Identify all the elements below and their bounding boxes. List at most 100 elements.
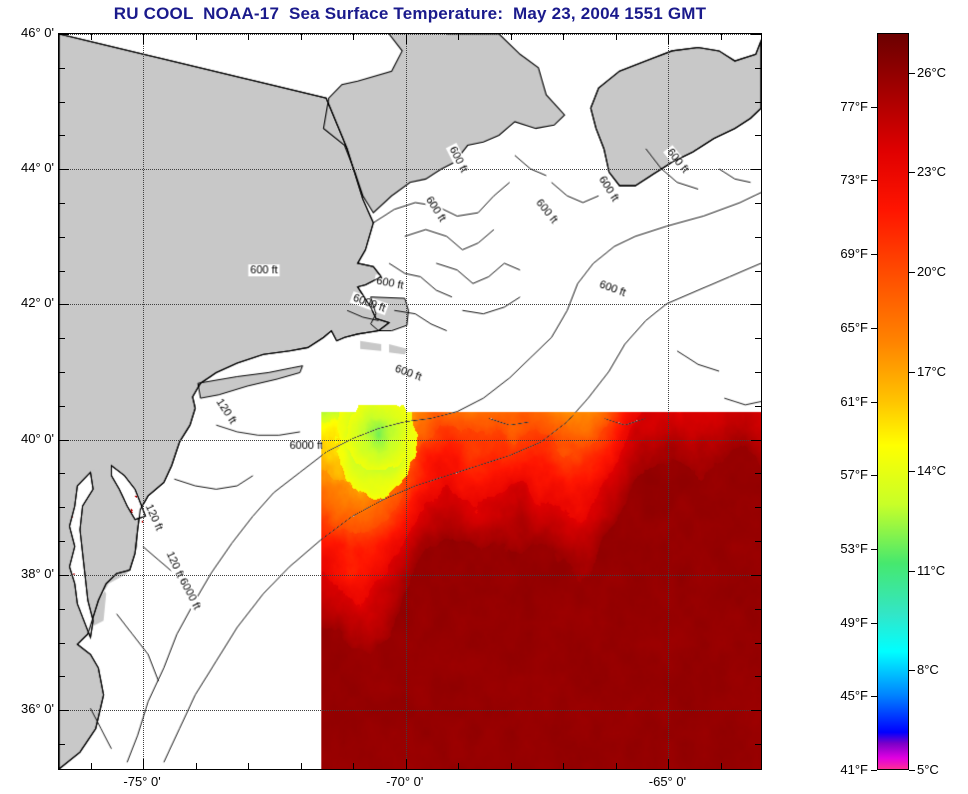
colorbar-label-celsius: 11°C xyxy=(917,562,946,578)
axis-tick-latitude xyxy=(59,338,65,340)
axis-tick-latitude xyxy=(59,34,69,35)
axis-tick-longitude xyxy=(300,763,302,769)
colorbar-tick-fahrenheit xyxy=(871,106,877,108)
colorbar-tick-celsius xyxy=(909,72,915,74)
axis-tick-latitude xyxy=(59,676,65,678)
axis-tick-latitude xyxy=(755,67,761,69)
colorbar-label-fahrenheit: 73°F xyxy=(840,172,868,188)
axis-tick-latitude xyxy=(751,34,761,35)
axis-tick-latitude xyxy=(59,203,65,205)
map-plot-area[interactable] xyxy=(58,33,762,770)
axis-tick-latitude xyxy=(59,743,65,745)
page-title: RU COOL NOAA-17 Sea Surface Temperature:… xyxy=(113,4,707,23)
axis-tick-longitude xyxy=(668,759,670,769)
longitude-axis-labels: -75° 0' -70° 0' -65° 0' xyxy=(58,772,762,794)
sea-surface-temperature-map[interactable] xyxy=(59,34,761,769)
colorbar-tick-celsius xyxy=(909,670,915,672)
colorbar-label-celsius: 8°C xyxy=(917,662,939,678)
colorbar-tick-celsius xyxy=(909,371,915,373)
axis-tick-latitude xyxy=(755,608,761,610)
axis-tick-longitude xyxy=(720,763,722,769)
axis-tick-latitude xyxy=(59,541,65,543)
colorbar-label-fahrenheit: 49°F xyxy=(840,614,868,630)
axis-tick-latitude xyxy=(755,338,761,340)
colorbar-tick-celsius xyxy=(909,172,915,174)
axis-tick-latitude xyxy=(59,270,65,272)
latitude-tick-label: 46° 0' xyxy=(21,25,54,40)
axis-tick-longitude xyxy=(248,34,250,40)
axis-tick-longitude xyxy=(458,34,460,40)
colorbar-tick-fahrenheit xyxy=(871,401,877,403)
colorbar-label-fahrenheit: 77°F xyxy=(840,98,868,114)
axis-tick-latitude xyxy=(755,236,761,238)
axis-tick-longitude xyxy=(90,763,92,769)
axis-tick-latitude xyxy=(59,439,69,441)
colorbar-label-fahrenheit: 41°F xyxy=(840,762,868,777)
colorbar-tick-fahrenheit xyxy=(871,475,877,477)
colorbar-tick-celsius xyxy=(909,570,915,572)
axis-tick-longitude xyxy=(143,34,145,44)
axis-tick-longitude xyxy=(563,763,565,769)
axis-tick-latitude xyxy=(59,710,69,712)
axis-tick-latitude xyxy=(755,372,761,374)
axis-tick-longitude xyxy=(248,763,250,769)
axis-tick-longitude xyxy=(668,34,670,44)
axis-tick-latitude xyxy=(755,405,761,407)
axis-tick-latitude xyxy=(755,743,761,745)
axis-tick-longitude xyxy=(90,34,92,40)
axis-tick-latitude xyxy=(755,642,761,644)
axis-tick-longitude xyxy=(510,34,512,40)
colorbar-label-celsius: 23°C xyxy=(917,164,947,180)
axis-tick-latitude xyxy=(59,101,65,103)
colorbar-tick-fahrenheit xyxy=(871,696,877,698)
latitude-tick-label: 38° 0' xyxy=(21,565,54,581)
axis-tick-latitude xyxy=(755,270,761,272)
longitude-tick-label: -75° 0' xyxy=(123,774,161,789)
colorbar-tick-fahrenheit xyxy=(871,548,877,550)
axis-tick-longitude xyxy=(615,34,617,40)
colorbar-tick-celsius xyxy=(909,471,915,473)
axis-tick-longitude xyxy=(353,34,355,40)
temperature-colorbar[interactable]: 77°F 73°F 69°F 65°F 61°F 57°F 53°F 49°F 45°F 41°F… xyxy=(820,33,968,777)
colorbar-tick-fahrenheit xyxy=(871,327,877,329)
colorbar-label-celsius: 17°C xyxy=(917,363,947,379)
colorbar-label-celsius: 26°C xyxy=(917,64,947,80)
axis-tick-latitude xyxy=(751,169,761,171)
colorbar-label-celsius: 5°C xyxy=(917,762,939,777)
axis-tick-longitude xyxy=(143,759,145,769)
colorbar-tick-fahrenheit xyxy=(871,770,877,771)
colorbar-label-fahrenheit: 53°F xyxy=(840,540,868,556)
axis-tick-latitude xyxy=(59,67,65,69)
axis-tick-longitude xyxy=(405,34,407,44)
latitude-tick-label: 36° 0' xyxy=(21,701,54,717)
axis-tick-latitude xyxy=(751,574,761,576)
colorbar-label-celsius: 14°C xyxy=(917,463,947,479)
colorbar-label-fahrenheit: 69°F xyxy=(840,246,868,262)
axis-tick-longitude xyxy=(720,34,722,40)
axis-tick-latitude xyxy=(755,507,761,509)
colorbar-label-fahrenheit: 65°F xyxy=(840,319,868,335)
axis-tick-longitude xyxy=(195,34,197,40)
colorbar-tick-fahrenheit xyxy=(871,254,877,256)
colorbar-tick-fahrenheit xyxy=(871,622,877,624)
axis-tick-latitude xyxy=(755,541,761,543)
axis-tick-latitude xyxy=(59,304,69,306)
axis-tick-longitude xyxy=(353,763,355,769)
axis-tick-latitude xyxy=(59,574,69,576)
colorbar-label-fahrenheit: 57°F xyxy=(840,467,868,483)
colorbar-label-fahrenheit: 61°F xyxy=(840,393,868,409)
axis-tick-longitude xyxy=(458,763,460,769)
longitude-tick-label: -65° 0' xyxy=(648,774,687,789)
axis-tick-latitude xyxy=(59,169,69,171)
axis-tick-latitude xyxy=(59,405,65,407)
axis-tick-latitude xyxy=(59,507,65,509)
latitude-tick-label: 42° 0' xyxy=(21,295,54,311)
longitude-tick-label: -70° 0' xyxy=(386,774,424,789)
colorbar-tick-celsius xyxy=(909,770,915,771)
axis-tick-latitude xyxy=(59,473,65,475)
axis-tick-latitude xyxy=(751,304,761,306)
axis-tick-latitude xyxy=(59,608,65,610)
axis-tick-latitude xyxy=(755,676,761,678)
latitude-tick-label: 40° 0' xyxy=(21,430,54,446)
latitude-axis-labels: 46° 0' 44° 0' 42° 0' 40° 0' 38° 0' 36° 0' xyxy=(0,25,54,770)
